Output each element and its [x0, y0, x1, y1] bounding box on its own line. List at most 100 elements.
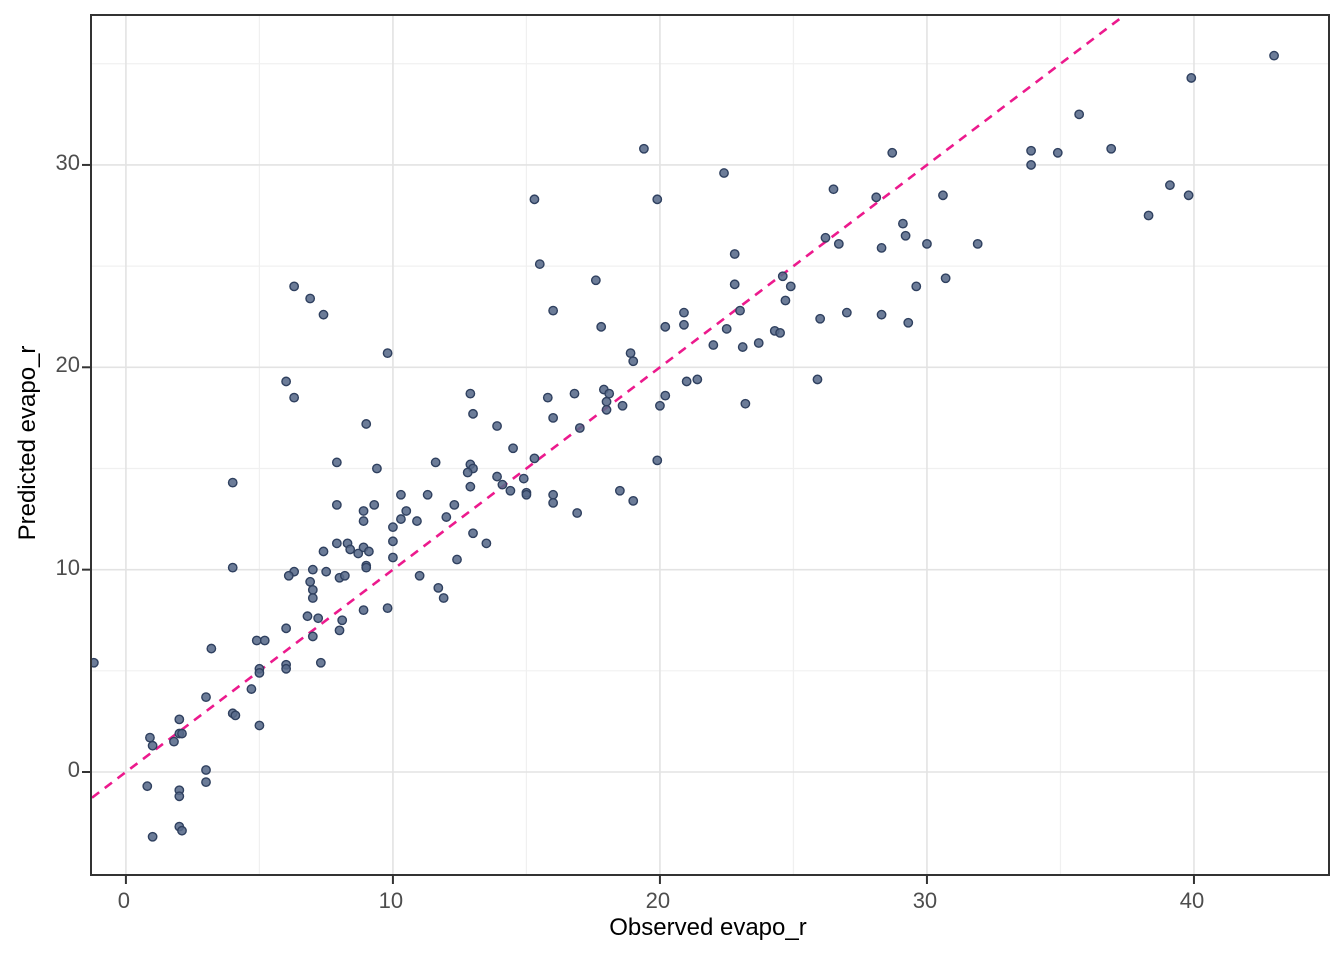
data-point — [227, 477, 238, 488]
data-point — [660, 390, 671, 401]
scatter-plot-canvas — [82, 16, 1328, 884]
data-point — [177, 825, 187, 836]
data-point — [652, 194, 663, 205]
data-point — [972, 238, 983, 249]
data-point — [388, 552, 398, 563]
data-point — [422, 489, 433, 500]
data-point — [259, 635, 270, 646]
data-point — [177, 728, 187, 739]
data-point — [729, 279, 740, 290]
data-point — [283, 570, 294, 581]
plot-panel — [82, 14, 1330, 884]
data-point — [318, 309, 329, 320]
data-point — [596, 321, 607, 332]
data-point — [401, 506, 412, 516]
data-point — [729, 249, 740, 259]
data-point — [92, 657, 99, 668]
data-point — [361, 562, 372, 573]
data-point — [876, 309, 887, 320]
data-point — [227, 562, 238, 573]
data-point — [321, 566, 332, 577]
data-point — [833, 238, 844, 249]
data-point — [785, 281, 796, 292]
data-point — [230, 710, 241, 721]
data-point — [780, 295, 791, 306]
data-point — [548, 305, 559, 316]
data-point — [363, 546, 374, 557]
data-point — [521, 489, 532, 500]
data-point — [815, 313, 826, 324]
data-point — [337, 615, 348, 626]
data-point — [449, 499, 460, 510]
data-point — [572, 508, 583, 518]
data-point — [382, 603, 393, 614]
data-point — [548, 412, 559, 423]
data-point — [305, 293, 316, 304]
data-point — [1026, 160, 1036, 170]
data-point — [358, 516, 369, 526]
data-point — [465, 481, 476, 492]
data-point — [887, 147, 898, 158]
data-point — [361, 419, 372, 429]
data-point — [147, 831, 158, 842]
data-point — [614, 485, 625, 496]
data-point — [529, 194, 540, 205]
data-point — [1269, 50, 1279, 61]
y-tick-label: 0 — [67, 757, 80, 782]
data-point — [201, 765, 211, 775]
data-point — [719, 168, 729, 178]
data-point — [345, 544, 356, 555]
data-point — [820, 232, 831, 243]
data-point — [147, 740, 158, 751]
data-point — [452, 554, 462, 565]
data-point — [289, 392, 300, 403]
y-tick-label: 30 — [55, 149, 80, 175]
data-point — [315, 657, 326, 668]
data-point — [254, 720, 265, 731]
data-point — [900, 230, 911, 241]
data-point — [518, 473, 529, 484]
data-point — [358, 605, 369, 616]
data-point — [497, 479, 508, 490]
data-point — [508, 443, 518, 454]
data-point — [505, 485, 516, 496]
data-point — [922, 238, 932, 249]
data-point — [334, 625, 345, 636]
data-point — [289, 281, 300, 292]
data-point — [302, 611, 313, 622]
data-point — [753, 338, 764, 348]
data-point — [737, 342, 748, 352]
data-point — [353, 548, 364, 559]
data-point — [628, 495, 639, 506]
data-point — [841, 307, 852, 318]
data-point — [372, 463, 382, 474]
data-point — [396, 514, 406, 524]
data-point — [1165, 180, 1175, 191]
data-point — [396, 489, 406, 500]
data-point — [313, 613, 324, 624]
data-point — [639, 143, 649, 154]
data-point — [876, 243, 887, 253]
data-point — [331, 457, 342, 468]
data-point — [1143, 210, 1154, 221]
x-tick-label: 10 — [378, 888, 404, 913]
data-point — [492, 471, 502, 482]
data-point — [1026, 145, 1036, 156]
data-point — [145, 732, 155, 743]
y-tick-label: 20 — [55, 352, 80, 378]
data-point — [358, 506, 369, 516]
data-point — [430, 457, 441, 468]
data-point — [201, 777, 211, 788]
data-point — [1106, 143, 1117, 154]
data-point — [812, 374, 823, 385]
data-point — [938, 190, 948, 201]
data-point — [438, 593, 449, 603]
data-point — [590, 275, 601, 286]
data-point — [318, 546, 329, 557]
data-point — [281, 623, 292, 634]
data-point — [692, 374, 703, 385]
x-tick-label: 0 — [117, 888, 131, 913]
data-point — [548, 497, 559, 508]
data-point — [708, 340, 719, 350]
data-point — [735, 305, 745, 316]
